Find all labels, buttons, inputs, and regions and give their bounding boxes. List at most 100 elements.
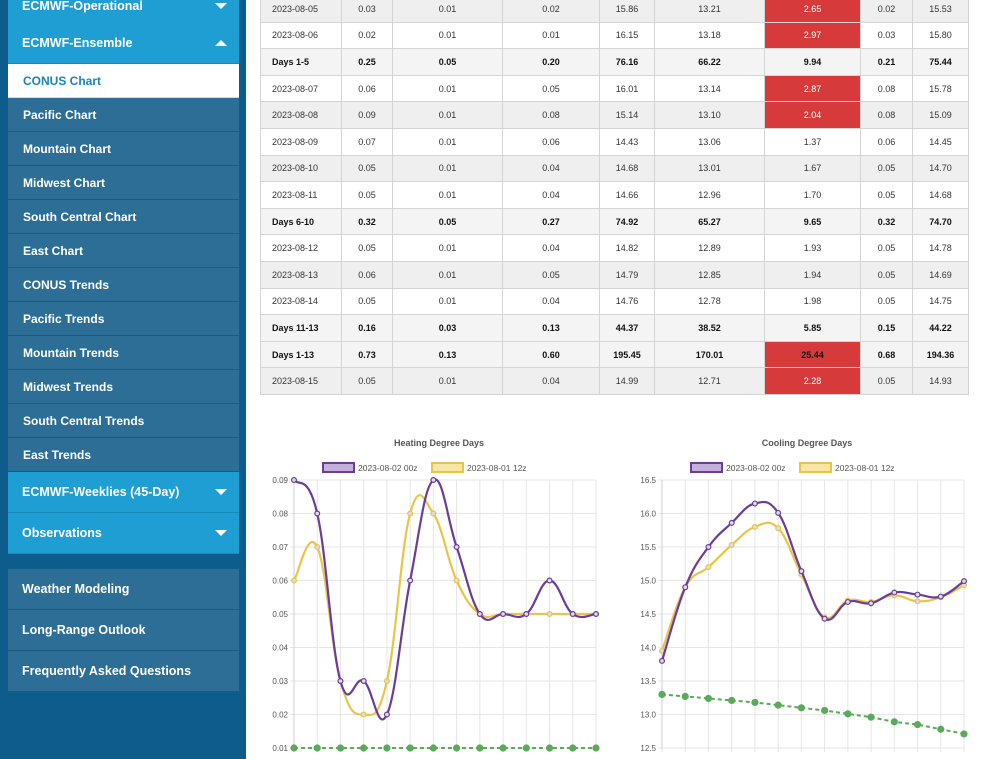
sidebar-item-label: Pacific Trends <box>23 311 105 326</box>
table-cell: 0.01 <box>392 154 503 183</box>
sidebar-item-pacific-trends[interactable]: Pacific Trends <box>8 302 239 336</box>
menu-label: ECMWF-Weeklies (45-Day) <box>22 485 180 499</box>
chart-title: Heating Degree Days <box>394 438 484 448</box>
row-label-cell: Days 1-5 <box>260 48 342 76</box>
row-label-cell: 2023-08-10 <box>260 154 342 183</box>
data-point <box>868 600 875 607</box>
menu-group-bottom: Weather Modeling Long-Range Outlook Freq… <box>8 569 239 692</box>
legend-label: 2023-08-02 00z <box>358 463 418 473</box>
menu-observations[interactable]: Observations <box>8 513 239 554</box>
sidebar-item-east-trends[interactable]: East Trends <box>8 438 239 472</box>
data-point <box>592 744 600 752</box>
menu-ecmwf-weeklies[interactable]: ECMWF-Weeklies (45-Day) <box>8 472 239 513</box>
table-cell: 14.69 <box>912 260 969 289</box>
data-point <box>960 730 968 738</box>
chevron-up-icon <box>215 40 227 46</box>
data-point <box>336 744 345 752</box>
data-point <box>522 744 530 752</box>
menu-weather-modeling[interactable]: Weather Modeling <box>8 569 239 610</box>
menu-faq[interactable]: Frequently Asked Questions <box>8 651 239 692</box>
data-point <box>453 577 460 584</box>
data-point <box>360 678 367 685</box>
chart-title: Cooling Degree Days <box>762 438 853 448</box>
row-label-cell: 2023-08-15 <box>260 367 342 395</box>
data-point <box>430 510 437 517</box>
table-cell: 0.05 <box>860 234 913 262</box>
table-cell: 14.68 <box>912 181 969 209</box>
table-cell: 0.05 <box>341 367 393 395</box>
y-tick-label: 15.0 <box>640 577 656 586</box>
table-cell: 5.85 <box>764 314 861 342</box>
menu-label: ECMWF-Operational <box>22 0 143 13</box>
data-point <box>798 568 805 575</box>
menu-long-range-outlook[interactable]: Long-Range Outlook <box>8 610 239 651</box>
y-tick-label: 0.02 <box>272 711 288 720</box>
data-point <box>867 713 875 721</box>
sidebar-item-midwest-chart[interactable]: Midwest Chart <box>8 166 239 200</box>
y-tick-label: 14.5 <box>640 610 656 619</box>
data-point <box>890 718 898 726</box>
data-point <box>360 744 368 752</box>
table-row: 2023-08-11 0.05 0.01 0.04 14.66 12.96 1.70 0.05… <box>260 181 969 209</box>
summary-row: Days 11-13 0.16 0.03 0.13 44.37 38.52 5.85 0.15… <box>260 314 969 342</box>
legend-label: 2023-08-02 00z <box>726 463 786 473</box>
data-point <box>751 523 758 530</box>
data-point <box>569 744 577 752</box>
sidebar-item-mountain-trends[interactable]: Mountain Trends <box>8 336 239 370</box>
sidebar-item-pacific-chart[interactable]: Pacific Chart <box>8 98 239 132</box>
data-point <box>476 744 484 752</box>
table-cell: 0.01 <box>392 74 503 103</box>
data-point <box>383 744 391 752</box>
table-cell: 1.98 <box>764 287 861 316</box>
data-point <box>383 678 390 685</box>
table-cell: 0.03 <box>860 21 913 50</box>
table-cell: 195.45 <box>599 340 655 369</box>
table-cell: 9.65 <box>764 207 861 236</box>
table-cell: 0.02 <box>341 21 393 50</box>
sidebar-item-south-central-chart[interactable]: South Central Chart <box>8 200 239 234</box>
sidebar-item-east-chart[interactable]: East Chart <box>8 234 239 268</box>
table-cell: 9.94 <box>764 48 861 76</box>
table-cell: 0.15 <box>860 314 913 342</box>
sidebar-item-label: Mountain Trends <box>23 345 119 360</box>
table-cell: 0.01 <box>392 287 503 316</box>
sidebar-item-mountain-chart[interactable]: Mountain Chart <box>8 132 239 166</box>
table-cell: 0.01 <box>392 260 503 289</box>
sidebar-item-south-central-trends[interactable]: South Central Trends <box>8 404 239 438</box>
table-cell: 14.45 <box>912 127 969 156</box>
data-point <box>500 611 507 618</box>
y-tick-label: 0.05 <box>272 610 288 619</box>
table-cell: 15.14 <box>599 101 655 129</box>
table-cell: 0.05 <box>341 234 393 262</box>
data-point <box>383 711 390 718</box>
row-label-cell: 2023-08-09 <box>260 127 342 156</box>
data-point <box>705 543 712 550</box>
sidebar-item-conus-chart[interactable]: CONUS Chart <box>8 64 239 98</box>
data-point <box>290 476 297 483</box>
table-cell: 0.20 <box>502 48 600 76</box>
sidebar-item-label: East Chart <box>23 243 84 258</box>
table-cell: 0.05 <box>341 181 393 209</box>
sidebar-item-midwest-trends[interactable]: Midwest Trends <box>8 370 239 404</box>
table-cell: 170.01 <box>654 340 765 369</box>
menu-ecmwf-operational[interactable]: ECMWF-Operational <box>8 0 239 27</box>
degree-days-table: 2023-08-05 0.03 0.01 0.02 15.86 13.21 2.65 0.02… <box>260 0 969 395</box>
data-point <box>546 577 553 584</box>
table-cell: 0.01 <box>392 0 503 23</box>
menu-label: Weather Modeling <box>22 582 130 596</box>
chart-svg: Cooling Degree Days 2023-08-02 00z 2023-08… <box>640 438 968 753</box>
summary-row: Days 1-13 0.73 0.13 0.60 195.45 170.01 25.44 0.… <box>260 340 969 369</box>
table-cell: 12.96 <box>654 181 765 209</box>
menu-ecmwf-ensemble[interactable]: ECMWF-Ensemble <box>8 23 239 64</box>
table-cell: 13.10 <box>654 101 765 129</box>
table-cell: 0.05 <box>860 260 913 289</box>
data-point <box>914 591 921 598</box>
table-cell: 0.03 <box>392 314 503 342</box>
data-point <box>961 578 968 585</box>
table-cell: 0.04 <box>502 181 600 209</box>
data-point <box>728 541 735 548</box>
table-cell: 0.01 <box>392 127 503 156</box>
sidebar-item-conus-trends[interactable]: CONUS Trends <box>8 268 239 302</box>
table-cell: 0.05 <box>502 74 600 103</box>
row-label-cell: 2023-08-08 <box>260 101 342 129</box>
